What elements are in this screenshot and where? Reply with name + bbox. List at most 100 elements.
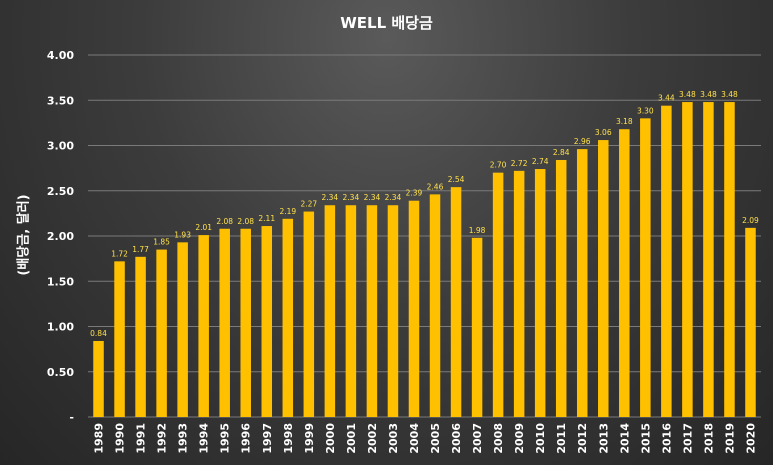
y-tick-label: 1.00: [47, 321, 74, 334]
data-label: 1.72: [111, 249, 128, 258]
x-tick-label: 1994: [198, 423, 211, 454]
data-label: 2.34: [322, 193, 339, 202]
bar: [724, 102, 735, 417]
x-tick-label: 1998: [282, 423, 295, 454]
bar: [619, 129, 630, 417]
x-tick-label: 2006: [450, 423, 463, 454]
bar: [555, 159, 567, 418]
bar: [492, 172, 504, 417]
y-tick-label: 3.00: [47, 140, 74, 153]
x-tick-label: 1996: [240, 423, 253, 454]
data-label: 2.34: [343, 193, 360, 202]
x-tick-label: 2018: [702, 423, 715, 454]
data-label: 3.30: [637, 106, 654, 115]
x-tick-label: 2011: [555, 423, 568, 454]
x-tick-label: 2002: [366, 423, 379, 454]
data-label: 3.48: [721, 90, 738, 99]
x-tick-label: 2009: [513, 423, 526, 454]
bar: [198, 235, 209, 417]
data-label: 1.93: [174, 230, 191, 239]
data-label: 2.11: [258, 214, 275, 223]
bar: [219, 228, 230, 417]
bar: [324, 205, 336, 417]
x-tick-label: 1992: [156, 423, 169, 454]
data-label: 2.84: [553, 148, 570, 157]
data-label: 3.48: [700, 90, 717, 99]
data-label: 2.72: [511, 159, 528, 168]
chart-title: WELL 배당금: [340, 14, 433, 32]
x-tick-label: 1997: [261, 423, 274, 454]
data-label: 1.77: [132, 245, 149, 254]
bar: [682, 102, 693, 417]
data-label: 2.70: [490, 161, 507, 170]
bar: [471, 237, 483, 417]
bar: [387, 205, 399, 417]
data-label: 0.84: [90, 329, 107, 338]
y-tick-label: 1.50: [47, 275, 74, 288]
y-tick-label: 2.00: [47, 230, 74, 243]
x-tick-label: 1999: [303, 423, 316, 454]
data-label: 2.09: [742, 216, 759, 225]
x-tick-label: 2016: [660, 423, 673, 454]
x-tick-label: 2001: [345, 423, 358, 454]
x-tick-label: 2010: [534, 423, 547, 454]
bar: [450, 187, 462, 417]
y-tick-label: 0.50: [47, 366, 74, 379]
bar: [429, 194, 441, 417]
bar: [93, 340, 104, 417]
x-tick-label: 2004: [408, 423, 421, 454]
x-tick-label: 1995: [219, 423, 232, 454]
data-label: 2.39: [406, 189, 423, 198]
bar: [156, 249, 167, 417]
data-label: 1.98: [469, 226, 486, 235]
y-tick-label: 4.00: [47, 49, 74, 62]
data-label: 3.44: [658, 94, 675, 103]
y-tick-label: 3.50: [47, 94, 74, 107]
x-tick-label: 1991: [135, 423, 148, 454]
bar: [661, 105, 672, 418]
data-label: 2.96: [574, 137, 591, 146]
data-label: 2.08: [216, 217, 233, 226]
x-tick-label: 2017: [681, 423, 694, 454]
data-label: 2.01: [195, 223, 212, 232]
data-label: 3.06: [595, 128, 612, 137]
data-label: 2.46: [427, 182, 444, 191]
x-tick-label: 2020: [744, 423, 757, 454]
x-tick-label: 2008: [492, 423, 505, 454]
bar: [366, 205, 378, 417]
bar: [261, 226, 273, 417]
bar: [345, 205, 357, 417]
data-label: 2.74: [532, 157, 549, 166]
bar: [282, 218, 294, 417]
data-label: 1.85: [153, 238, 170, 247]
x-tick-label: 1993: [177, 423, 190, 454]
x-tick-label: 2015: [639, 423, 652, 454]
y-tick-label: 2.50: [47, 185, 74, 198]
bar: [598, 140, 609, 417]
bar: [177, 242, 188, 417]
data-label: 3.48: [679, 90, 696, 99]
bar: [703, 102, 714, 417]
x-tick-label: 2003: [387, 423, 400, 454]
x-tick-label: 2007: [471, 423, 484, 454]
x-tick-label: 2005: [429, 423, 442, 454]
data-label: 2.54: [448, 175, 465, 184]
bar: [135, 256, 146, 417]
x-tick-label: 1989: [93, 423, 106, 454]
x-tick-label: 2013: [597, 423, 610, 454]
bar: [534, 169, 546, 417]
data-label: 2.08: [237, 217, 254, 226]
data-label: 3.18: [616, 117, 633, 126]
bar: [513, 170, 525, 417]
data-label: 2.27: [300, 200, 317, 209]
bar: [640, 118, 651, 417]
x-tick-label: 1990: [114, 423, 127, 454]
x-tick-label: 2000: [324, 423, 337, 454]
x-tick-label: 2012: [576, 423, 589, 454]
bar: [576, 149, 588, 417]
data-label: 2.19: [279, 207, 296, 216]
data-label: 2.34: [385, 193, 402, 202]
x-tick-label: 2014: [618, 423, 631, 454]
bar: [240, 228, 251, 417]
